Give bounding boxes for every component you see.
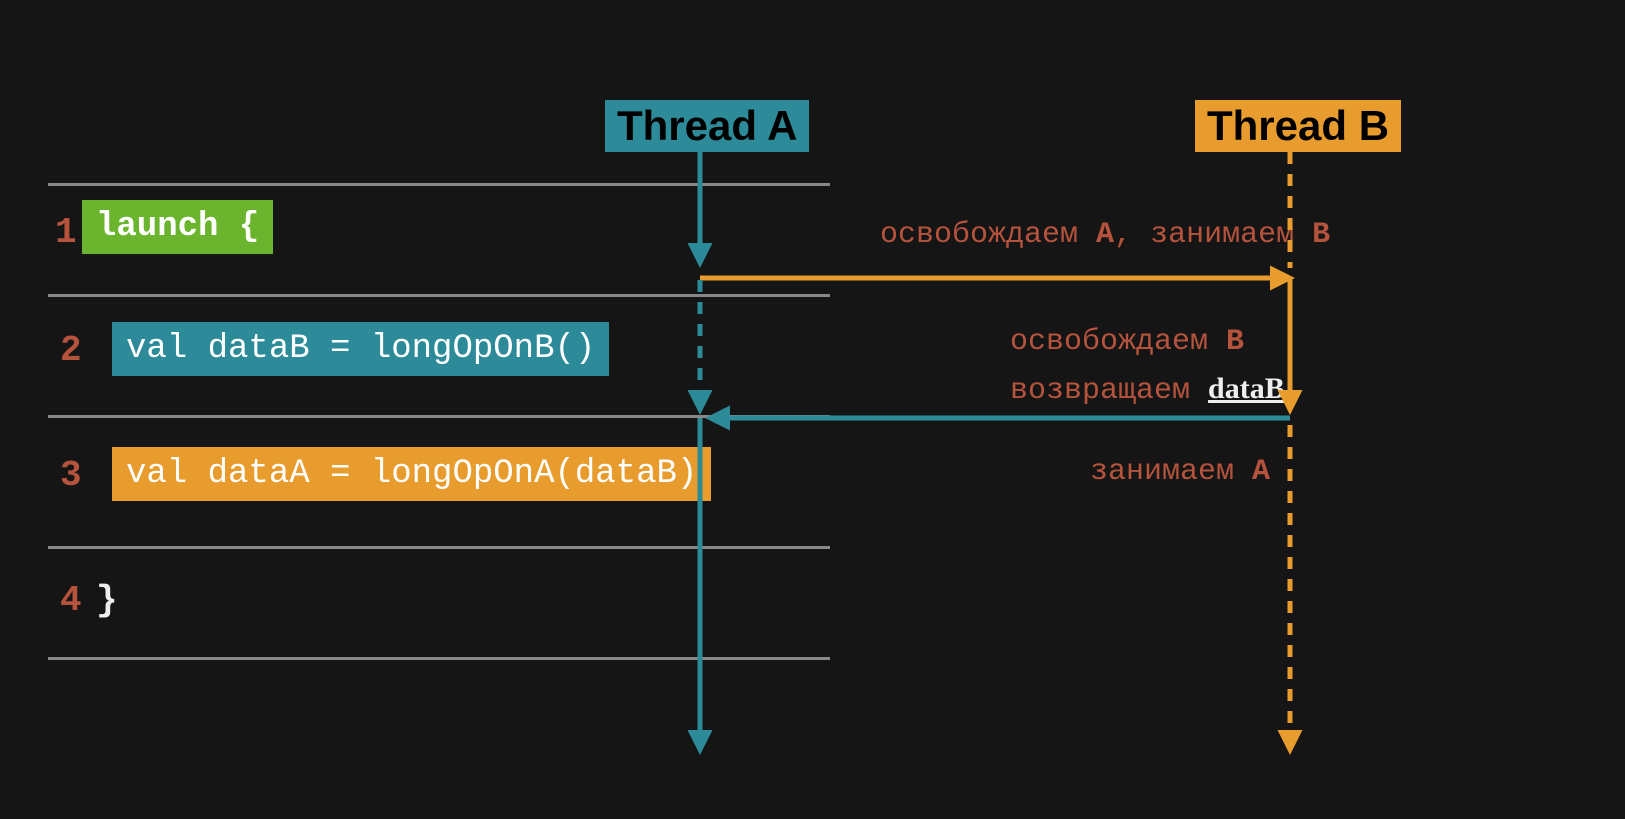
thread-b-label: Thread B xyxy=(1195,100,1401,152)
code-divider-1 xyxy=(48,294,830,297)
code-line-1: launch { xyxy=(82,200,273,254)
annotation-return-datab: возвращаем dataB xyxy=(1010,372,1285,408)
line-num-4: 4 xyxy=(60,580,82,621)
code-divider-3 xyxy=(48,546,830,549)
code-divider-4 xyxy=(48,657,830,660)
line-num-1: 1 xyxy=(55,212,77,253)
annotation-release-b: освобождаем B xyxy=(1010,325,1244,359)
line-num-2: 2 xyxy=(60,330,82,371)
code-line-2: val dataB = longOpOnB() xyxy=(112,322,609,376)
thread-a-label: Thread A xyxy=(605,100,809,152)
code-divider-0 xyxy=(48,183,830,186)
annotation-release-a-occupy-b: освобождаем A, занимаем B xyxy=(880,218,1330,252)
code-line-4: } xyxy=(96,580,118,621)
code-divider-2 xyxy=(48,415,830,418)
line-num-3: 3 xyxy=(60,455,82,496)
code-line-3: val dataA = longOpOnA(dataB) xyxy=(112,447,711,501)
annotation-occupy-a: занимаем A xyxy=(1090,455,1270,489)
